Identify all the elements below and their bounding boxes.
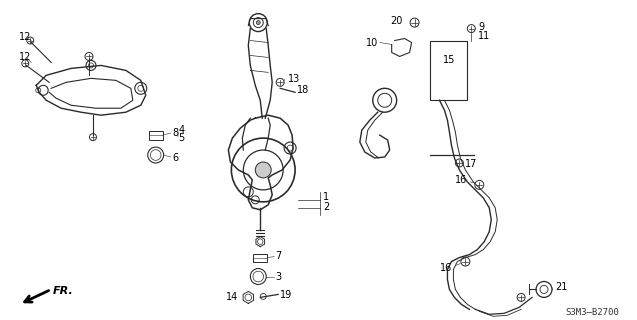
Text: 19: 19	[280, 291, 292, 300]
Text: 9: 9	[478, 21, 484, 32]
Text: 11: 11	[478, 30, 490, 41]
Circle shape	[255, 162, 271, 178]
Circle shape	[256, 20, 261, 25]
Text: 15: 15	[443, 55, 455, 65]
Text: 21: 21	[555, 283, 568, 292]
Text: 12: 12	[19, 52, 32, 62]
Text: 12: 12	[19, 32, 32, 42]
Text: 13: 13	[288, 74, 301, 84]
Text: 16: 16	[440, 262, 452, 273]
Text: 10: 10	[366, 37, 378, 47]
Text: 4: 4	[178, 125, 185, 135]
Text: 3: 3	[275, 273, 282, 283]
Text: 7: 7	[275, 251, 282, 260]
Text: 1: 1	[323, 192, 329, 202]
Text: 5: 5	[178, 133, 185, 143]
Text: 17: 17	[466, 159, 478, 169]
Text: 14: 14	[226, 292, 238, 302]
Text: S3M3–B2700: S3M3–B2700	[565, 308, 619, 317]
Text: 18: 18	[297, 85, 310, 95]
Text: 6: 6	[173, 153, 179, 163]
Text: 8: 8	[173, 128, 179, 138]
Text: 16: 16	[455, 175, 468, 185]
Text: FR.: FR.	[53, 286, 74, 296]
Text: 20: 20	[390, 16, 403, 26]
Text: 2: 2	[323, 202, 329, 212]
